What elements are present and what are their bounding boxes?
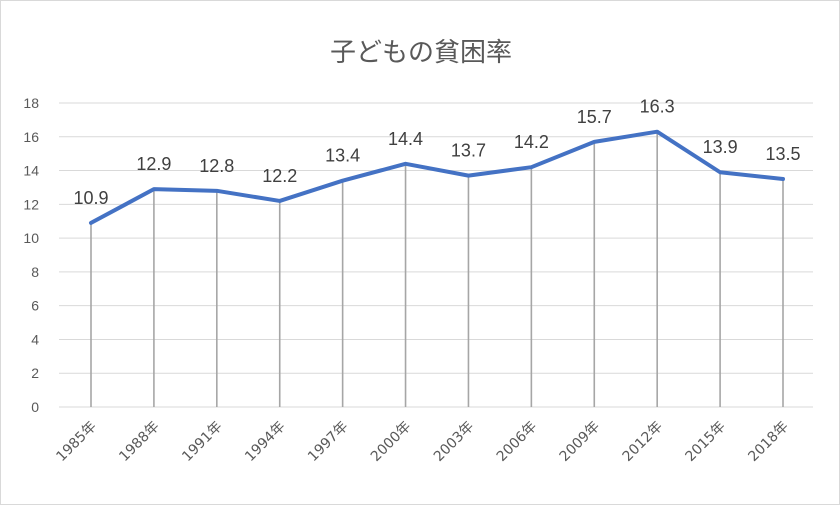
x-tick-label: 2003年	[431, 419, 477, 465]
y-tick-label: 8	[31, 264, 39, 280]
y-tick-label: 14	[23, 163, 39, 179]
x-tick-label: 1988年	[116, 419, 162, 465]
y-tick-label: 0	[31, 399, 39, 415]
data-label: 12.9	[136, 154, 171, 174]
x-tick-label: 2009年	[557, 419, 603, 465]
data-label: 10.9	[73, 188, 108, 208]
data-label: 12.8	[199, 156, 234, 176]
data-label: 14.2	[514, 132, 549, 152]
data-label: 13.9	[703, 137, 738, 157]
x-tick-label: 1985年	[53, 419, 99, 465]
x-tick-label: 2000年	[368, 419, 414, 465]
y-tick-label: 2	[31, 365, 39, 381]
y-tick-label: 4	[31, 331, 39, 347]
gridlines	[59, 102, 813, 408]
drop-lines	[90, 131, 784, 407]
series-line	[89, 129, 785, 225]
chart-title: 子どもの貧困率	[330, 38, 512, 68]
y-tick-label: 18	[23, 95, 39, 111]
data-label: 13.5	[765, 144, 800, 164]
data-label: 14.4	[388, 129, 423, 149]
y-tick-label: 6	[31, 298, 39, 314]
y-tick-label: 10	[23, 230, 39, 246]
x-axis-ticks: 1985年 1988年 1991年 1994年 1997年 2000年 2003年 2006年…	[53, 419, 791, 465]
x-tick-label: 2006年	[494, 419, 540, 465]
data-label: 15.7	[577, 107, 612, 127]
x-tick-label: 2012年	[620, 419, 666, 465]
x-tick-label: 1994年	[242, 419, 288, 465]
data-label: 13.7	[451, 141, 486, 161]
y-axis-ticks: 0 2 4 6 8 10 12 14 16 18	[23, 95, 39, 415]
x-tick-label: 2015年	[683, 419, 729, 465]
series-layer	[89, 129, 785, 225]
data-label: 12.2	[262, 166, 297, 186]
data-labels: 10.9 12.9 12.8 12.2 13.4 14.4 13.7 14.2 15.7 16.3…	[73, 97, 800, 208]
data-label: 13.4	[325, 146, 360, 166]
data-label: 16.3	[640, 97, 675, 117]
x-tick-label: 2018年	[745, 419, 791, 465]
x-tick-label: 1991年	[179, 419, 225, 465]
y-tick-label: 16	[23, 129, 39, 145]
y-tick-label: 12	[23, 196, 39, 212]
x-tick-label: 1997年	[305, 419, 351, 465]
